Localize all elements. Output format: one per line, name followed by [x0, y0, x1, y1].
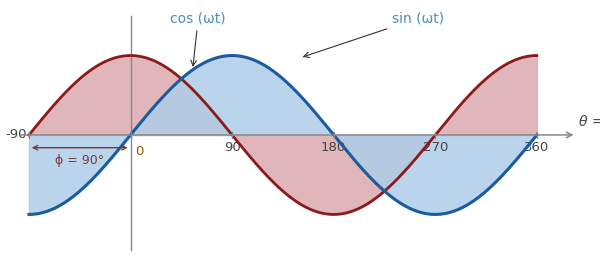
Text: ϕ = 90°: ϕ = 90°: [55, 154, 104, 167]
Text: sin (ωt): sin (ωt): [304, 11, 445, 58]
Text: 360: 360: [524, 141, 550, 154]
Text: 90: 90: [224, 141, 241, 154]
Text: -90: -90: [5, 128, 26, 141]
Text: 270: 270: [422, 141, 448, 154]
Text: cos (ωt): cos (ωt): [170, 11, 226, 66]
Text: 180: 180: [321, 141, 346, 154]
Text: θ = ωt: θ = ωt: [578, 116, 600, 129]
Text: 0: 0: [135, 145, 143, 157]
